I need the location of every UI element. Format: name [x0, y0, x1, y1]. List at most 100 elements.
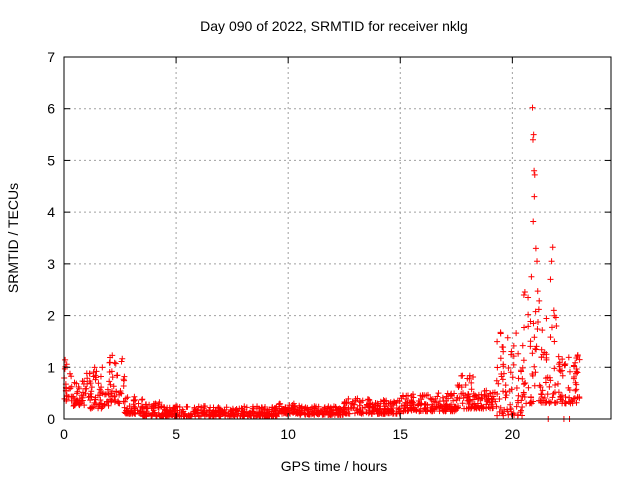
data-point — [86, 370, 93, 377]
data-point — [460, 394, 467, 401]
data-point — [499, 376, 506, 383]
x-tick-label: 0 — [60, 426, 68, 442]
data-point — [174, 403, 181, 410]
data-point — [107, 396, 114, 403]
data-point — [290, 400, 297, 407]
data-point — [363, 401, 370, 408]
data-point — [527, 338, 534, 345]
data-point — [519, 342, 526, 349]
data-point — [241, 403, 248, 410]
data-point — [410, 391, 417, 398]
y-tick-label: 0 — [47, 411, 55, 427]
data-point — [521, 393, 528, 400]
data-point — [228, 407, 235, 414]
data-point — [557, 394, 564, 401]
data-point — [95, 380, 102, 387]
data-point — [508, 386, 515, 393]
data-point — [332, 403, 339, 410]
data-point — [309, 409, 316, 416]
y-tick-label: 3 — [47, 256, 55, 272]
data-point — [503, 392, 510, 399]
data-point — [535, 306, 542, 313]
data-point — [554, 398, 561, 405]
data-point — [435, 403, 442, 410]
data-point — [92, 400, 99, 407]
data-point — [366, 397, 373, 404]
data-point — [374, 400, 381, 407]
data-point — [531, 193, 538, 200]
data-point — [369, 408, 376, 415]
data-point — [462, 381, 469, 388]
data-point — [502, 389, 509, 396]
y-tick-label: 7 — [47, 49, 55, 65]
data-point — [536, 297, 543, 304]
data-point — [534, 319, 541, 326]
data-point — [378, 408, 385, 415]
data-point — [576, 394, 583, 401]
data-point — [567, 400, 574, 407]
data-point — [492, 398, 499, 405]
data-point — [551, 338, 558, 345]
data-point — [150, 404, 157, 411]
data-point — [87, 390, 94, 397]
data-point — [99, 402, 106, 409]
data-point — [78, 398, 85, 405]
data-point — [528, 400, 535, 407]
data-point — [176, 409, 183, 416]
data-point — [87, 405, 94, 412]
data-point — [93, 374, 100, 381]
data-point — [554, 380, 561, 387]
data-point — [127, 407, 134, 414]
data-point — [515, 411, 522, 418]
x-tick-label: 15 — [392, 426, 408, 442]
data-point — [304, 407, 311, 414]
data-point — [371, 409, 378, 416]
x-tick-label: 20 — [505, 426, 521, 442]
data-point — [572, 379, 579, 386]
data-point — [493, 403, 500, 410]
data-point — [268, 411, 275, 418]
data-point — [539, 327, 546, 334]
y-tick-label: 2 — [47, 308, 55, 324]
data-point — [474, 400, 481, 407]
data-point — [341, 404, 348, 411]
data-point — [544, 391, 551, 398]
data-point — [179, 406, 186, 413]
data-point — [345, 395, 352, 402]
data-point — [471, 393, 478, 400]
data-point — [353, 407, 360, 414]
data-point — [272, 405, 279, 412]
data-point — [495, 380, 502, 387]
data-point — [91, 364, 98, 371]
data-point — [348, 405, 355, 412]
data-point — [181, 413, 188, 420]
data-point — [141, 409, 148, 416]
data-point — [538, 346, 545, 353]
data-point — [341, 409, 348, 416]
data-point — [382, 407, 389, 414]
data-point — [530, 320, 537, 327]
data-point — [515, 350, 522, 357]
data-point — [234, 407, 241, 414]
data-point — [342, 410, 349, 417]
data-point — [159, 412, 166, 419]
data-point — [86, 378, 93, 385]
data-point — [277, 400, 284, 407]
data-point — [320, 406, 327, 413]
data-point — [79, 394, 86, 401]
data-point — [527, 343, 534, 350]
data-point — [497, 404, 504, 411]
data-point — [253, 408, 260, 415]
data-point — [519, 375, 526, 382]
data-point — [235, 408, 242, 415]
data-point — [521, 324, 528, 331]
data-point — [549, 394, 556, 401]
data-point — [68, 373, 75, 380]
data-point — [533, 346, 540, 353]
data-point — [387, 406, 394, 413]
data-point — [571, 363, 578, 370]
data-point — [306, 411, 313, 418]
data-point — [369, 401, 376, 408]
chart-title: Day 090 of 2022, SRMTID for receiver nkl… — [200, 18, 468, 34]
